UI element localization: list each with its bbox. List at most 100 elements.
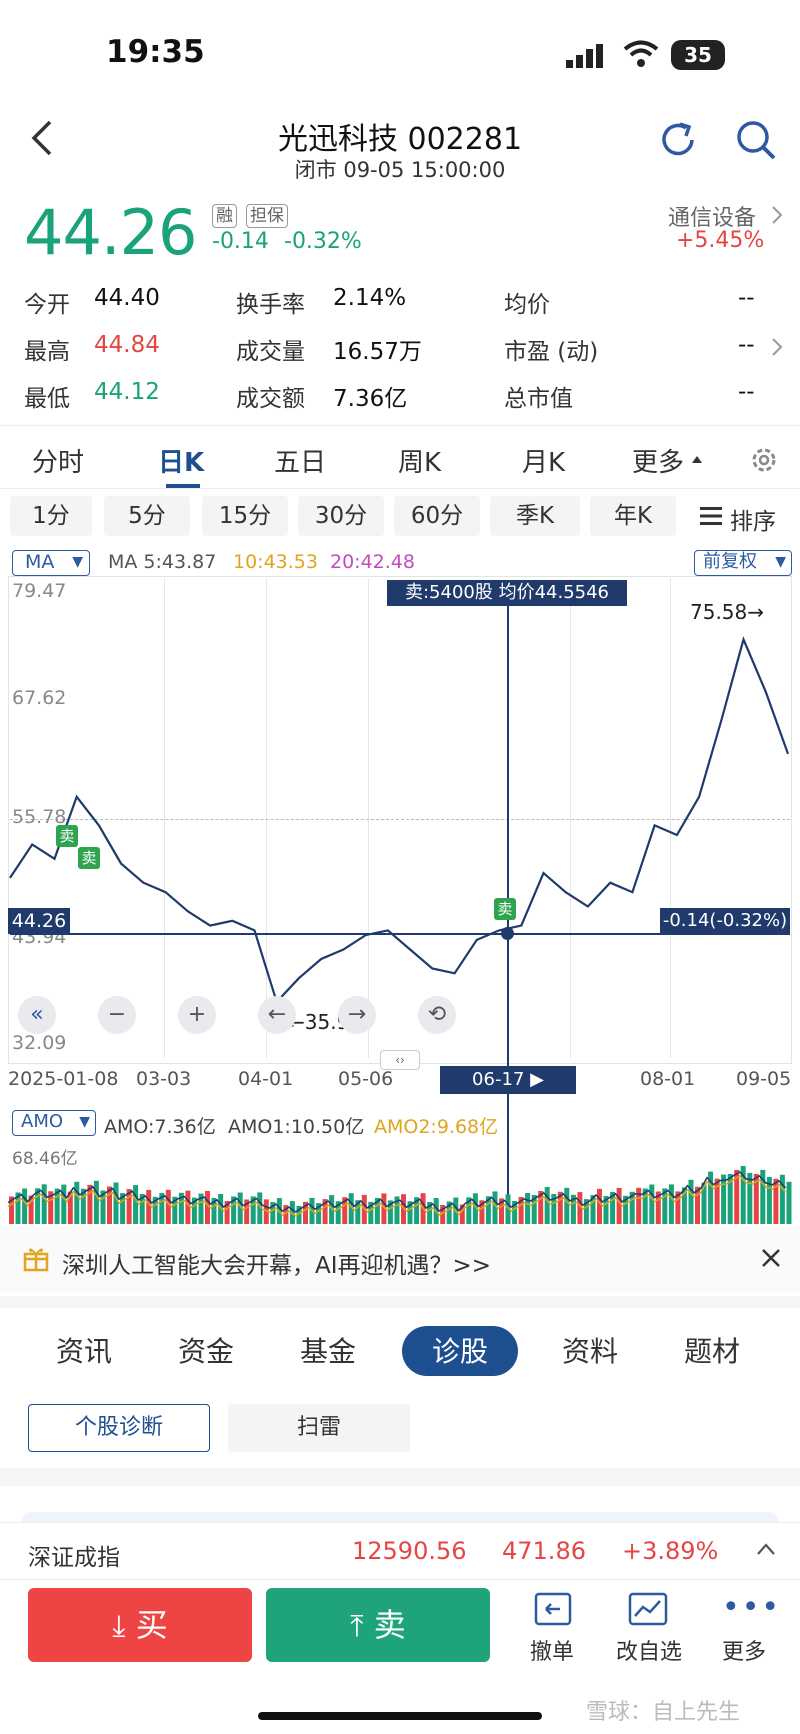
notice-bar[interactable] <box>0 1226 800 1292</box>
ma-selector[interactable]: MA ▼ <box>12 550 90 576</box>
tab-intraday[interactable]: 分时 <box>32 448 85 478</box>
cancel-order-icon[interactable] <box>534 1592 572 1626</box>
arrow-left-icon[interactable]: ← <box>258 996 296 1034</box>
divider <box>0 1468 800 1486</box>
chevron-up-icon[interactable] <box>756 1542 776 1556</box>
tab-diagnosis[interactable]: 诊股 <box>432 1335 489 1368</box>
gift-icon <box>23 1248 49 1272</box>
amo-bar <box>427 1202 433 1224</box>
tab-monthly-k[interactable]: 月K <box>522 448 566 478</box>
price-change: -0.14 <box>212 229 269 254</box>
tab-fund[interactable]: 基金 <box>300 1335 357 1368</box>
zoom-out-icon[interactable]: − <box>98 996 136 1034</box>
buy-button[interactable]: ⤓ 买 <box>28 1588 252 1662</box>
tab-daily-k[interactable]: 日K <box>158 448 205 478</box>
kline-15min[interactable]: 15分 <box>202 496 288 536</box>
home-indicator <box>258 1712 542 1720</box>
sort-button[interactable]: 排序 <box>730 509 776 535</box>
amo-bar <box>779 1174 785 1224</box>
more-label[interactable]: 更多 <box>722 1640 767 1665</box>
low-label: 最低 <box>24 386 70 412</box>
search-icon[interactable] <box>734 118 778 162</box>
crosshair-date-label[interactable]: 06-17 ▶ <box>440 1066 576 1094</box>
cancel-order-label[interactable]: 撤单 <box>530 1640 575 1665</box>
amo-bar <box>570 1194 576 1224</box>
amo-bar <box>289 1201 295 1224</box>
rotate-icon[interactable]: ⟲ <box>418 996 456 1034</box>
amo-bar <box>440 1205 446 1224</box>
adjust-selector-label: 前复权 <box>703 551 757 572</box>
diag-tab-risk-scan[interactable]: 扫雷 <box>228 1404 410 1452</box>
chevron-right-icon[interactable] <box>770 336 784 358</box>
tab-themes[interactable]: 题材 <box>684 1335 741 1368</box>
tab-news[interactable]: 资讯 <box>56 1335 113 1368</box>
tab-funds-flow[interactable]: 资金 <box>178 1335 235 1368</box>
tab-diagnosis-pill[interactable] <box>402 1326 518 1376</box>
tab-profile[interactable]: 资料 <box>562 1335 619 1368</box>
grid-line <box>164 578 165 1058</box>
kline-quarterly[interactable]: 季K <box>490 496 580 536</box>
kline-yearly[interactable]: 年K <box>590 496 676 536</box>
sell-marker[interactable]: 卖 <box>56 825 78 847</box>
x-tick-label: 04-01 <box>238 1068 294 1090</box>
amo-bar <box>381 1193 387 1224</box>
notice-text[interactable]: 深圳人工智能大会开幕，AI再迎机遇？>> <box>62 1253 492 1279</box>
amo-bar <box>531 1195 537 1224</box>
kline-5min[interactable]: 5分 <box>104 496 190 536</box>
tab-five-day[interactable]: 五日 <box>274 448 327 478</box>
amo-bar <box>401 1194 406 1224</box>
collateral-tag: 担保 <box>246 204 288 228</box>
diag-tab-stock[interactable]: 个股诊断 <box>28 1404 210 1452</box>
amo-bar <box>231 1196 237 1224</box>
signal-icon <box>566 44 603 68</box>
kline-1min[interactable]: 1分 <box>10 496 92 536</box>
index-value: 12590.56 <box>352 1537 467 1565</box>
amo-bar <box>107 1186 112 1224</box>
edit-watchlist-label[interactable]: 改自选 <box>616 1640 683 1665</box>
kline-30min[interactable]: 30分 <box>298 496 384 536</box>
amo-bar <box>257 1192 263 1224</box>
kline-60min[interactable]: 60分 <box>394 496 480 536</box>
battery-icon: 35 <box>671 40 725 70</box>
drag-handle-icon[interactable]: ‹› <box>380 1050 420 1070</box>
divider <box>0 425 800 426</box>
sell-marker[interactable]: 卖 <box>78 847 100 869</box>
amo-volume-chart <box>8 1165 792 1224</box>
amo-max-label: 68.46亿 <box>12 1149 78 1169</box>
status-bar: 19:35 35 <box>0 0 800 104</box>
amo-bar <box>414 1197 420 1224</box>
amo-bar <box>590 1195 596 1224</box>
pe-value: -- <box>738 332 755 358</box>
back-icon[interactable] <box>24 118 64 158</box>
gear-icon[interactable] <box>748 444 780 476</box>
tab-more[interactable]: 更多 <box>632 448 685 478</box>
arrow-right-icon[interactable]: → <box>338 996 376 1034</box>
sell-button[interactable]: ⤒ 卖 <box>266 1588 490 1662</box>
ma5-value: MA 5:43.87 <box>108 551 217 573</box>
divider <box>0 1296 800 1308</box>
close-icon[interactable] <box>760 1247 782 1269</box>
amo-bar <box>303 1201 308 1224</box>
amo-bar <box>727 1173 733 1224</box>
adjust-selector[interactable]: 前复权 ▼ <box>694 550 792 576</box>
chevron-right-icon <box>772 206 783 224</box>
amo-selector[interactable]: AMO ▼ <box>12 1110 96 1136</box>
amo-bar <box>48 1191 54 1224</box>
tab-weekly-k[interactable]: 周K <box>398 448 442 478</box>
caret-down-icon: ▼ <box>79 1114 90 1130</box>
amo-bar <box>662 1188 668 1224</box>
refresh-icon[interactable] <box>656 118 700 162</box>
more-icon[interactable]: ••• <box>722 1590 782 1625</box>
sell-marker[interactable]: 卖 <box>494 898 516 920</box>
mcap-label: 总市值 <box>504 386 573 412</box>
zoom-in-icon[interactable]: + <box>178 996 216 1034</box>
amo-bar <box>753 1173 759 1224</box>
index-bar[interactable] <box>0 1522 800 1580</box>
zoom-out-fast-icon[interactable]: « <box>18 996 56 1034</box>
edit-watchlist-icon[interactable] <box>628 1592 668 1626</box>
amo-bar <box>335 1201 341 1224</box>
amo-bar <box>22 1188 28 1224</box>
menu-icon[interactable] <box>700 506 722 526</box>
y-tick-label: 67.62 <box>12 687 67 709</box>
industry-name[interactable]: 通信设备 <box>668 206 757 231</box>
